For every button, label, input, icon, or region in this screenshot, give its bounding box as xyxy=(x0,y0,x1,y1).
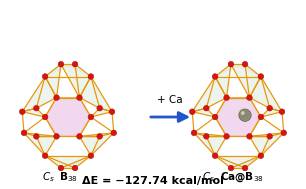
Circle shape xyxy=(267,105,273,111)
Circle shape xyxy=(212,114,218,120)
Polygon shape xyxy=(80,136,100,156)
Polygon shape xyxy=(75,64,91,98)
Polygon shape xyxy=(231,64,249,98)
Circle shape xyxy=(239,110,249,119)
Circle shape xyxy=(241,112,248,118)
Polygon shape xyxy=(261,77,282,112)
Circle shape xyxy=(54,95,59,101)
Circle shape xyxy=(212,74,218,79)
Circle shape xyxy=(21,130,27,136)
Circle shape xyxy=(88,74,94,79)
Polygon shape xyxy=(215,156,261,168)
Polygon shape xyxy=(22,108,45,117)
Circle shape xyxy=(42,153,48,159)
Polygon shape xyxy=(45,98,91,136)
Polygon shape xyxy=(261,108,282,117)
Polygon shape xyxy=(45,156,91,168)
Circle shape xyxy=(97,134,103,139)
Circle shape xyxy=(54,134,59,139)
Polygon shape xyxy=(80,133,114,136)
Circle shape xyxy=(189,109,195,115)
Polygon shape xyxy=(24,133,57,136)
Circle shape xyxy=(42,114,48,120)
Circle shape xyxy=(281,130,287,136)
Polygon shape xyxy=(45,156,75,168)
Circle shape xyxy=(203,134,209,139)
Text: $\mathit{C}_{s}$: $\mathit{C}_{s}$ xyxy=(202,170,215,184)
Circle shape xyxy=(88,153,94,159)
Text: $\mathbf{Ca@B}_{38}$: $\mathbf{Ca@B}_{38}$ xyxy=(220,170,264,184)
Circle shape xyxy=(72,165,78,171)
Circle shape xyxy=(258,74,264,79)
Circle shape xyxy=(228,61,234,67)
Polygon shape xyxy=(261,133,284,156)
Polygon shape xyxy=(215,64,231,98)
Circle shape xyxy=(212,153,218,159)
Circle shape xyxy=(58,61,64,67)
Polygon shape xyxy=(91,77,112,112)
Circle shape xyxy=(224,95,230,101)
Polygon shape xyxy=(206,136,226,156)
Polygon shape xyxy=(91,108,112,117)
Polygon shape xyxy=(80,77,100,108)
Circle shape xyxy=(33,134,39,139)
Polygon shape xyxy=(45,64,75,77)
Circle shape xyxy=(97,105,103,111)
Polygon shape xyxy=(36,77,57,108)
Text: ΔE = −127.74 kcal/mol: ΔE = −127.74 kcal/mol xyxy=(82,176,224,186)
Text: + Ca: + Ca xyxy=(157,95,183,105)
Circle shape xyxy=(109,109,115,115)
Circle shape xyxy=(239,109,251,121)
Polygon shape xyxy=(206,77,226,108)
Polygon shape xyxy=(249,136,270,156)
Circle shape xyxy=(258,153,264,159)
Circle shape xyxy=(191,130,197,136)
Polygon shape xyxy=(91,133,114,156)
Polygon shape xyxy=(194,133,215,156)
Polygon shape xyxy=(24,133,45,156)
Circle shape xyxy=(19,109,25,115)
Polygon shape xyxy=(61,156,91,168)
Circle shape xyxy=(88,114,94,120)
Polygon shape xyxy=(249,133,284,136)
Polygon shape xyxy=(245,64,261,98)
Circle shape xyxy=(203,105,209,111)
Circle shape xyxy=(33,105,39,111)
Polygon shape xyxy=(215,64,245,77)
Circle shape xyxy=(267,134,273,139)
Polygon shape xyxy=(231,64,261,77)
Polygon shape xyxy=(194,133,226,136)
Circle shape xyxy=(279,109,285,115)
Circle shape xyxy=(247,134,252,139)
Polygon shape xyxy=(215,156,245,168)
Circle shape xyxy=(242,61,248,67)
Polygon shape xyxy=(192,77,215,112)
Polygon shape xyxy=(215,98,261,136)
Polygon shape xyxy=(231,156,261,168)
Circle shape xyxy=(76,95,82,101)
Circle shape xyxy=(242,165,248,171)
Circle shape xyxy=(72,61,78,67)
Circle shape xyxy=(237,108,250,120)
Circle shape xyxy=(228,165,234,171)
Circle shape xyxy=(42,74,48,79)
Polygon shape xyxy=(61,64,91,77)
Polygon shape xyxy=(249,77,270,108)
Polygon shape xyxy=(36,136,57,156)
Circle shape xyxy=(241,111,245,115)
Circle shape xyxy=(243,113,246,116)
Circle shape xyxy=(247,95,252,101)
Text: $\mathbf{B}_{38}$: $\mathbf{B}_{38}$ xyxy=(59,170,77,184)
Circle shape xyxy=(224,134,230,139)
Circle shape xyxy=(111,130,117,136)
Polygon shape xyxy=(61,64,80,98)
Polygon shape xyxy=(45,64,61,98)
Circle shape xyxy=(58,165,64,171)
Circle shape xyxy=(76,134,82,139)
Polygon shape xyxy=(22,77,45,112)
Text: $\mathit{C}_{s}$: $\mathit{C}_{s}$ xyxy=(42,170,54,184)
Polygon shape xyxy=(192,108,215,117)
Circle shape xyxy=(258,114,264,120)
